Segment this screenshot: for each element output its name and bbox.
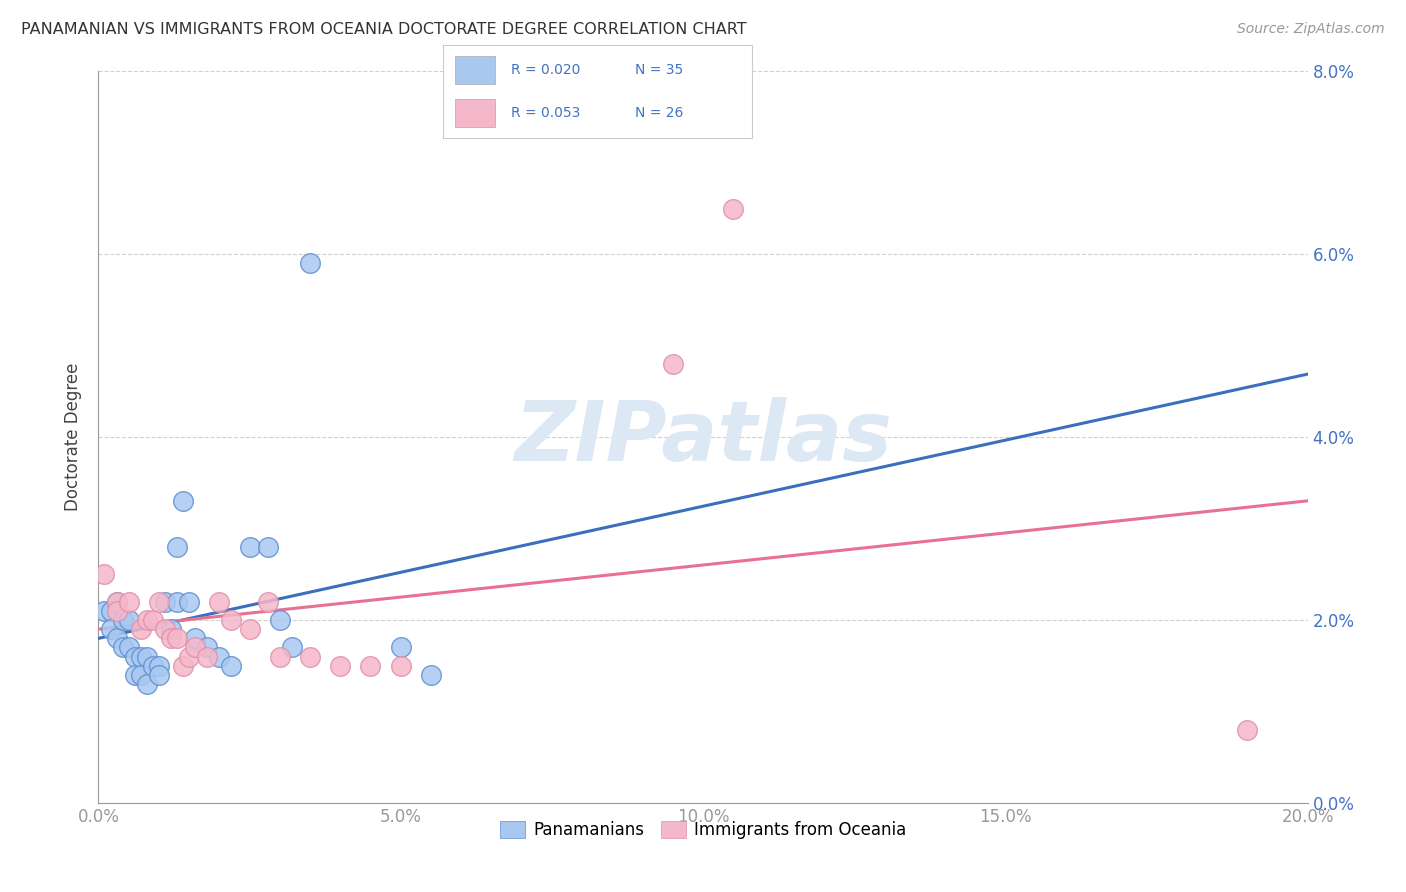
Point: [124, 667, 146, 681]
Point: [135, 649, 157, 664]
Point: [118, 613, 141, 627]
Point: [221, 613, 243, 627]
Point: [208, 595, 231, 609]
Point: [256, 540, 278, 554]
Y-axis label: Doctorate Degree: Doctorate Degree: [65, 363, 83, 511]
Point: [111, 640, 134, 655]
Point: [389, 658, 412, 673]
Point: [195, 640, 218, 655]
Text: Source: ZipAtlas.com: Source: ZipAtlas.com: [1237, 22, 1385, 37]
Point: [195, 649, 218, 664]
Point: [142, 658, 165, 673]
Point: [172, 658, 194, 673]
Point: [148, 658, 170, 673]
Text: ZIPatlas: ZIPatlas: [515, 397, 891, 477]
Point: [239, 622, 262, 636]
Point: [166, 595, 188, 609]
Point: [105, 604, 128, 618]
Point: [172, 494, 194, 508]
Point: [269, 613, 291, 627]
Point: [148, 667, 170, 681]
Point: [360, 658, 382, 673]
Point: [221, 658, 243, 673]
Text: N = 26: N = 26: [634, 106, 683, 120]
Point: [179, 595, 201, 609]
Point: [329, 658, 352, 673]
Point: [256, 595, 278, 609]
Point: [153, 622, 176, 636]
Text: R = 0.053: R = 0.053: [510, 106, 581, 120]
Point: [129, 649, 152, 664]
Text: PANAMANIAN VS IMMIGRANTS FROM OCEANIA DOCTORATE DEGREE CORRELATION CHART: PANAMANIAN VS IMMIGRANTS FROM OCEANIA DO…: [21, 22, 747, 37]
Point: [299, 256, 322, 270]
Point: [118, 595, 141, 609]
Point: [148, 595, 170, 609]
Point: [661, 357, 683, 371]
Point: [129, 622, 152, 636]
Point: [389, 640, 412, 655]
Point: [166, 540, 188, 554]
Point: [93, 604, 115, 618]
Point: [184, 632, 207, 646]
Point: [160, 632, 183, 646]
Legend: Panamanians, Immigrants from Oceania: Panamanians, Immigrants from Oceania: [494, 814, 912, 846]
Point: [420, 667, 443, 681]
Point: [93, 567, 115, 582]
Point: [723, 202, 745, 216]
Point: [124, 649, 146, 664]
Point: [239, 540, 262, 554]
Point: [160, 622, 183, 636]
Point: [1236, 723, 1258, 737]
Point: [100, 622, 122, 636]
Point: [118, 640, 141, 655]
Point: [281, 640, 304, 655]
Point: [166, 632, 188, 646]
Bar: [456, 56, 495, 84]
Point: [129, 667, 152, 681]
Point: [142, 613, 165, 627]
Bar: [456, 99, 495, 127]
Point: [208, 649, 231, 664]
Point: [105, 595, 128, 609]
Point: [153, 595, 176, 609]
Text: R = 0.020: R = 0.020: [510, 63, 581, 77]
Point: [299, 649, 322, 664]
Point: [269, 649, 291, 664]
Point: [105, 632, 128, 646]
Point: [100, 604, 122, 618]
Point: [135, 613, 157, 627]
Point: [111, 613, 134, 627]
Point: [135, 677, 157, 691]
Point: [184, 640, 207, 655]
Text: N = 35: N = 35: [634, 63, 683, 77]
Point: [179, 649, 201, 664]
Point: [105, 595, 128, 609]
